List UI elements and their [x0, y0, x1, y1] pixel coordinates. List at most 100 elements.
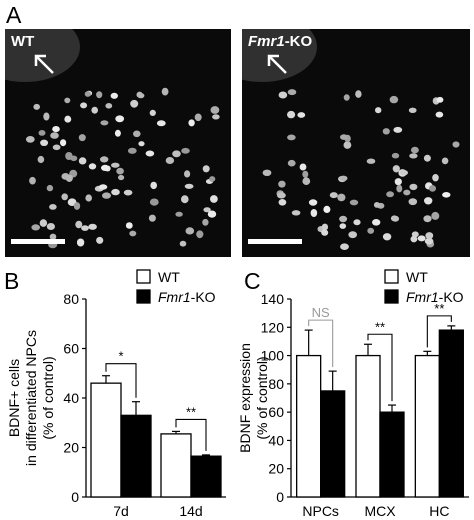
nucleus — [33, 103, 40, 110]
significance-label: ** — [434, 301, 444, 316]
nucleus — [278, 180, 286, 188]
nucleus — [105, 103, 113, 109]
nucleus — [114, 129, 121, 137]
bar-wt-MCX — [355, 354, 381, 498]
nucleus — [98, 184, 108, 190]
nucleus — [424, 237, 434, 245]
panel-a-letter: A — [6, 2, 22, 28]
micrograph-fmr1-ko: Fmr1-KO — [242, 29, 470, 257]
nucleus — [409, 183, 418, 191]
nucleus — [39, 219, 48, 227]
nucleus — [100, 156, 109, 163]
nucleus — [349, 199, 359, 206]
nucleus — [148, 214, 156, 222]
nucleus — [390, 215, 398, 222]
nucleus — [184, 170, 191, 178]
nucleus — [202, 165, 210, 173]
y-tick-label: 40 — [268, 432, 284, 448]
nucleus — [65, 152, 73, 160]
nucleus — [367, 227, 375, 234]
nucleus — [394, 178, 402, 186]
y-tick-label: 60 — [63, 341, 79, 357]
nucleus — [52, 144, 61, 151]
y-axis-label: (% of control) — [254, 356, 270, 439]
nucleus — [31, 224, 40, 231]
nucleus — [372, 219, 381, 226]
y-tick-label: 0 — [71, 489, 79, 505]
nucleus — [452, 141, 460, 148]
significance-bracket — [105, 363, 137, 398]
y-tick-label: 40 — [63, 390, 79, 406]
nucleus — [343, 141, 352, 149]
nucleus — [115, 115, 125, 123]
y-tick-label: 100 — [261, 348, 285, 364]
nucleus — [43, 112, 50, 121]
nucleus — [96, 91, 103, 99]
legend-swatch-ko — [384, 289, 399, 304]
significance-bracket — [308, 319, 334, 368]
nucleus — [76, 238, 85, 247]
legend-label-ko-suffix: -KO — [439, 289, 464, 305]
nucleus — [196, 230, 204, 239]
nucleus — [149, 109, 156, 116]
micrograph-label-suffix: -KO — [284, 33, 313, 50]
legend-label-ko-italic: Fmr1 — [158, 289, 191, 305]
nucleus — [172, 150, 181, 158]
legend-label-wt: WT — [158, 269, 180, 285]
nucleus — [423, 154, 431, 162]
nucleus — [431, 211, 440, 220]
nucleus — [323, 205, 331, 213]
nucleus — [278, 199, 287, 206]
nucleus — [262, 169, 272, 176]
nucleus — [435, 111, 444, 118]
nucleus — [409, 153, 418, 159]
nucleus — [161, 87, 169, 96]
arrow-icon — [34, 54, 54, 74]
significance-bracket — [175, 418, 207, 451]
chart-c-bdnf-expression: 0 20 40 60 80 100 120 140 BDNF expression (% of c… — [237, 269, 469, 519]
y-axis-label: BDNF expression — [237, 343, 253, 453]
nucleus — [49, 204, 57, 210]
nucleus — [340, 134, 348, 140]
panel-b-letter: B — [4, 268, 20, 294]
y-tick-label: 80 — [63, 291, 79, 307]
nucleus — [123, 189, 133, 196]
nucleus — [297, 112, 306, 118]
nucleus — [129, 230, 137, 237]
nucleus — [181, 195, 189, 204]
nucleus — [52, 126, 60, 133]
nucleus — [64, 97, 71, 104]
nucleus — [391, 152, 400, 159]
nucleus — [88, 223, 97, 230]
nucleus — [373, 202, 380, 208]
nucleus — [329, 192, 338, 199]
nucleus — [308, 199, 318, 206]
nucleus — [339, 223, 347, 229]
nucleus — [277, 192, 286, 199]
nucleus — [96, 236, 104, 244]
nucleus — [417, 235, 426, 242]
y-tick-label: 140 — [261, 291, 285, 307]
y-axis-label: (% of control) — [40, 356, 56, 439]
nucleus — [202, 218, 209, 226]
bar-wt-7d — [90, 382, 122, 498]
nucleus — [133, 130, 141, 138]
legend-swatch-wt — [384, 269, 399, 284]
x-tick-label: HC — [429, 503, 449, 519]
nucleus — [408, 198, 418, 206]
scale-bar — [11, 239, 65, 244]
nucleus — [337, 193, 346, 202]
legend-swatch-ko — [136, 289, 151, 304]
significance-label: ** — [186, 404, 196, 419]
nucleus — [442, 192, 451, 198]
nucleus — [156, 120, 166, 127]
nucleus — [38, 130, 46, 136]
micrograph-wt: WT — [5, 29, 231, 257]
significance-label: NS — [312, 305, 330, 320]
nucleus — [436, 96, 444, 103]
y-tick-label: 60 — [268, 404, 284, 420]
nucleus — [80, 102, 88, 109]
nucleus — [137, 93, 145, 99]
x-tick-label: 7d — [113, 503, 129, 519]
bar-ko-NPCs — [320, 390, 346, 498]
